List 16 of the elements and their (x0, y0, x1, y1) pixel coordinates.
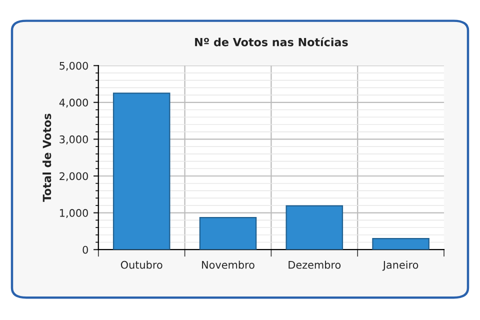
y-tick-label: 2,000 (60, 172, 88, 182)
x-tick-label: Dezembro (288, 260, 341, 269)
y-tick-label: 0 (82, 246, 88, 254)
y-tick-label: 1,000 (60, 209, 88, 218)
y-tick-label: 3,000 (60, 135, 88, 144)
bar (112, 92, 170, 250)
bar (199, 217, 257, 250)
y-axis-title: Total de Votos (42, 114, 52, 202)
bar (372, 238, 430, 250)
x-tick-label: Novembro (202, 260, 254, 269)
chart-title: Nº de Votos nas Notícias (195, 37, 348, 46)
x-tick-label: Janeiro (382, 260, 418, 271)
y-tick-label: 4,000 (59, 98, 88, 108)
x-tick-label: Outubro (120, 260, 162, 269)
y-tick-label: 5,000 (60, 62, 88, 71)
bar (286, 205, 344, 250)
